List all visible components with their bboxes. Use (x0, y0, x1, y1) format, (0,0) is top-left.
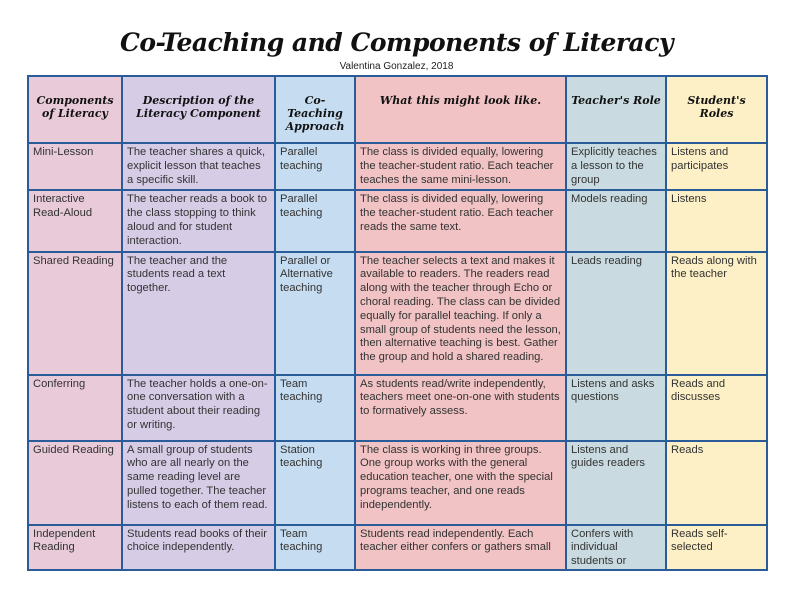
header-teacher-role: Teacher's Role (565, 75, 667, 144)
cell-text: Leads reading (571, 254, 642, 267)
cell-approach: Station teaching (274, 439, 356, 526)
cell-component: Mini-Lesson (27, 141, 123, 192)
cell-text: Confers with individual students or (571, 527, 634, 567)
cell-text: The class is divided equally, lowering t… (360, 146, 554, 186)
cell-text: Listens and participates (671, 146, 729, 172)
cell-text: As students read/write independently, te… (360, 377, 560, 418)
header-row: Components of Literacy Description of th… (27, 75, 768, 144)
cell-teacher-role: Confers with individual students or (565, 523, 667, 571)
cell-teacher-role: Models reading (565, 189, 667, 253)
cell-text: Students read independently. Each teache… (360, 527, 551, 554)
cell-look-like: Students read independently. Each teache… (354, 523, 567, 571)
cell-approach: Parallel teaching (274, 189, 356, 253)
cell-description: Students read books of their choice inde… (121, 523, 276, 571)
header-look-like: What this might look like. (354, 75, 567, 144)
cell-look-like: The class is divided equally, lowering t… (354, 141, 567, 192)
cell-text: Station teaching (280, 443, 323, 470)
cell-text: Explicitly teaches a lesson to the group (571, 146, 657, 186)
cell-look-like: As students read/write independently, te… (354, 373, 567, 442)
cell-text: Team teaching (280, 377, 323, 404)
cell-teacher-role: Leads reading (565, 250, 667, 376)
cell-look-like: The teacher selects a text and makes it … (354, 250, 567, 376)
cell-text: A small group of students who are all ne… (127, 443, 268, 511)
cell-student-roles: Reads and discusses (665, 373, 768, 442)
cell-text: Team teaching (280, 527, 323, 554)
cell-text: Parallel teaching (280, 146, 323, 172)
cell-text: Reads along with the teacher (671, 254, 757, 281)
cell-component: Independent Reading (27, 523, 123, 571)
cell-component: Conferring (27, 373, 123, 442)
cell-text: Reads and discusses (671, 377, 726, 404)
table-row: Guided Reading A small group of students … (27, 439, 768, 526)
cell-teacher-role: Explicitly teaches a lesson to the group (565, 141, 667, 192)
table-row: Interactive Read-Aloud The teacher reads … (27, 189, 768, 253)
cell-text: The class is working in three groups. On… (360, 443, 553, 511)
cell-text: Listens and asks questions (571, 377, 655, 404)
cell-component: Shared Reading (27, 250, 123, 376)
cell-approach: Team teaching (274, 373, 356, 442)
table-row: Conferring The teacher holds a one-on-one… (27, 373, 768, 442)
cell-component: Guided Reading (27, 439, 123, 526)
cell-description: The teacher and the students read a text… (121, 250, 276, 376)
cell-student-roles: Reads along with the teacher (665, 250, 768, 376)
cell-text: Reads self-selected (671, 527, 728, 554)
table-row: Independent Reading Students read books o… (27, 523, 768, 571)
cell-approach: Parallel or Alternative teaching (274, 250, 356, 376)
cell-text: The teacher shares a quick, explicit les… (127, 146, 266, 186)
cell-text: Interactive Read-Aloud (33, 193, 93, 220)
cell-text: Students read books of their choice inde… (127, 527, 267, 554)
cell-student-roles: Reads (665, 439, 768, 526)
cell-text: Reads (671, 443, 704, 456)
cell-text: The teacher and the students read a text… (127, 254, 228, 295)
table-row: Mini-Lesson The teacher shares a quick, e… (27, 141, 768, 192)
cell-text: Models reading (571, 193, 648, 206)
literacy-table: Components of Literacy Description of th… (27, 75, 768, 571)
cell-teacher-role: Listens and guides readers (565, 439, 667, 526)
cell-student-roles: Listens (665, 189, 768, 253)
cell-teacher-role: Listens and asks questions (565, 373, 667, 442)
cell-approach: Team teaching (274, 523, 356, 571)
page-title: Co-Teaching and Components of Literacy (119, 28, 674, 57)
cell-look-like: The class is working in three groups. On… (354, 439, 567, 526)
cell-text: The teacher holds a one-on-one conversat… (127, 377, 268, 431)
cell-student-roles: Reads self-selected (665, 523, 768, 571)
table-row: Shared Reading The teacher and the studen… (27, 250, 768, 376)
cell-text: The class is divided equally, lowering t… (360, 193, 554, 233)
cell-text: Shared Reading (33, 254, 114, 267)
header-components: Components of Literacy (27, 75, 123, 144)
header-student-roles: Student's Roles (665, 75, 768, 144)
cell-description: The teacher shares a quick, explicit les… (121, 141, 276, 192)
cell-text: Guided Reading (33, 443, 114, 456)
header-description: Description of the Literacy Component (121, 75, 276, 144)
cell-text: The teacher selects a text and makes it … (360, 254, 561, 364)
cell-description: A small group of students who are all ne… (121, 439, 276, 526)
cell-text: Conferring (33, 377, 86, 390)
cell-text: The teacher reads a book to the class st… (127, 193, 267, 247)
cell-approach: Parallel teaching (274, 141, 356, 192)
header-approach: Co-Teaching Approach (274, 75, 356, 144)
author-credit: Valentina Gonzalez, 2018 (339, 61, 454, 72)
cell-text: Independent Reading (33, 527, 96, 554)
cell-text: Parallel or Alternative teaching (280, 254, 333, 295)
cell-text: Mini-Lesson (33, 146, 94, 158)
cell-text: Parallel teaching (280, 193, 323, 220)
cell-description: The teacher reads a book to the class st… (121, 189, 276, 253)
cell-text: Listens and guides readers (571, 443, 646, 470)
cell-student-roles: Listens and participates (665, 141, 768, 192)
cell-look-like: The class is divided equally, lowering t… (354, 189, 567, 253)
cell-component: Interactive Read-Aloud (27, 189, 123, 253)
cell-description: The teacher holds a one-on-one conversat… (121, 373, 276, 442)
cell-text: Listens (671, 193, 707, 206)
